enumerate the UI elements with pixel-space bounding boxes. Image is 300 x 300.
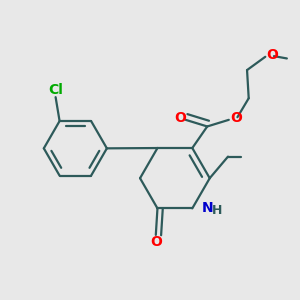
Text: Cl: Cl bbox=[48, 83, 63, 97]
Text: O: O bbox=[174, 111, 186, 125]
Text: O: O bbox=[150, 235, 162, 249]
Text: N: N bbox=[202, 201, 213, 215]
Text: O: O bbox=[230, 111, 242, 125]
Text: H: H bbox=[212, 203, 222, 217]
Text: O: O bbox=[267, 48, 278, 62]
